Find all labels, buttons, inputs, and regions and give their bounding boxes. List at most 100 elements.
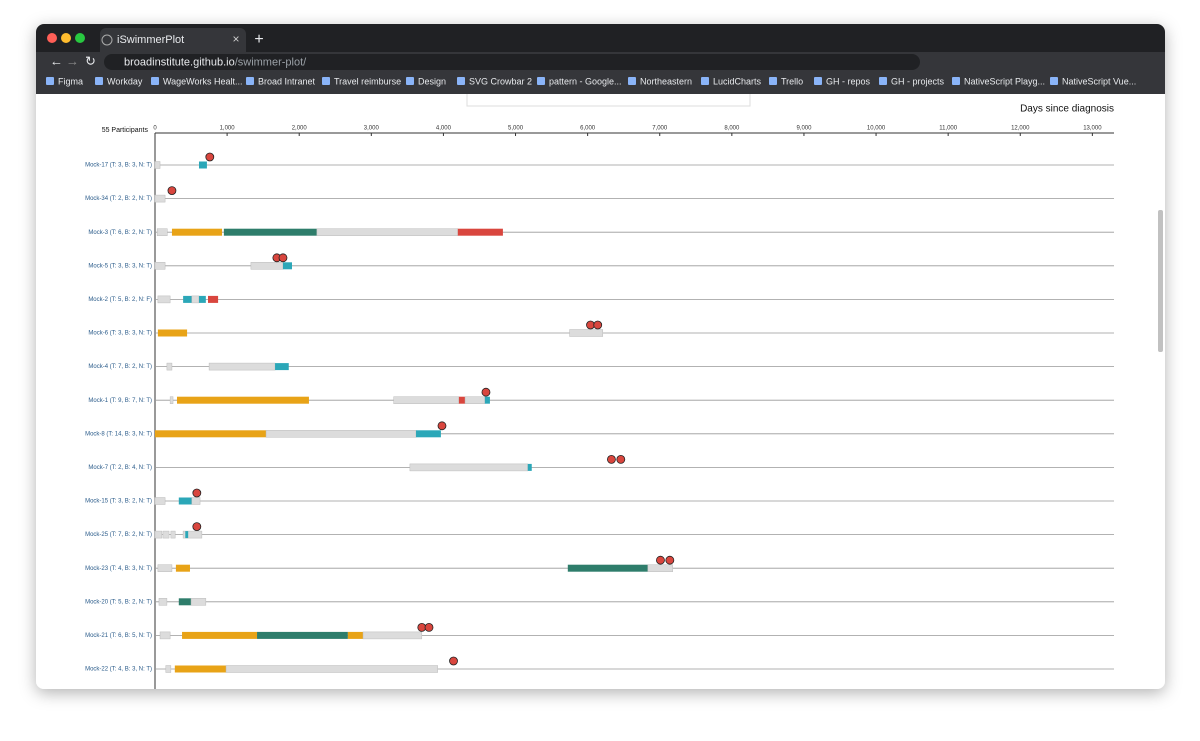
row-label[interactable]: Mock-2 (T: 5, B: 2, N: F) bbox=[88, 297, 152, 303]
treatment-segment bbox=[191, 497, 201, 505]
treatment-segment bbox=[162, 530, 170, 539]
treatment-segment bbox=[183, 295, 192, 303]
event-marker bbox=[665, 555, 675, 565]
x-tick-label: 9,000 bbox=[796, 126, 812, 132]
row-label[interactable]: Mock-4 (T: 7, B: 2, N: T) bbox=[88, 364, 152, 370]
treatment-segment bbox=[257, 631, 348, 639]
treatment-segment bbox=[182, 530, 203, 539]
row-label[interactable]: Mock-6 (T: 3, B: 3, N: T) bbox=[88, 331, 152, 337]
bookmark-icon bbox=[814, 77, 822, 85]
row-label[interactable]: Mock-23 (T: 4, B: 3, N: T) bbox=[85, 566, 152, 572]
x-tick-label: 10,000 bbox=[867, 126, 886, 132]
treatment-segment bbox=[157, 564, 173, 572]
bookmark-icon bbox=[628, 77, 636, 85]
reload-button[interactable]: ↻ bbox=[85, 53, 96, 68]
tab[interactable] bbox=[100, 28, 246, 52]
x-tick-label: 3,000 bbox=[364, 126, 380, 132]
row-label[interactable]: Mock-25 (T: 7, B: 2, N: T) bbox=[85, 532, 152, 538]
event-marker bbox=[586, 320, 595, 330]
x-tick-label: 13,000 bbox=[1083, 126, 1102, 132]
bookmark[interactable]: Workday bbox=[107, 76, 143, 86]
bookmark-icon bbox=[701, 77, 709, 85]
x-tick-label: 2,000 bbox=[292, 126, 308, 132]
row-label[interactable]: Mock-21 (T: 6, B: 5, N: T) bbox=[85, 633, 152, 639]
bookmark[interactable]: Broad Intranet bbox=[258, 76, 316, 86]
bookmark-icon bbox=[95, 77, 103, 85]
bookmark[interactable]: NativeScript Vue... bbox=[1062, 76, 1136, 86]
window bbox=[36, 24, 1165, 689]
bookmark[interactable]: LucidCharts bbox=[713, 76, 762, 86]
treatment-segment bbox=[156, 228, 168, 236]
address-bar[interactable] bbox=[104, 54, 920, 70]
treatment-segment bbox=[362, 631, 423, 640]
bookmark[interactable]: Northeastern bbox=[640, 76, 692, 86]
event-marker bbox=[278, 253, 288, 263]
row-label[interactable]: Mock-7 (T: 2, B: 4, N: T) bbox=[88, 465, 152, 471]
bookmark[interactable]: GH - projects bbox=[891, 76, 945, 86]
row-label[interactable]: Mock-3 (T: 6, B: 2, N: T) bbox=[88, 230, 152, 236]
bookmark[interactable]: NativeScript Playg... bbox=[964, 76, 1045, 86]
treatment-segment bbox=[208, 362, 276, 371]
bookmark-icon bbox=[457, 77, 465, 85]
bookmark-icon bbox=[952, 77, 960, 85]
row-label[interactable]: Mock-5 (T: 3, B: 3, N: T) bbox=[88, 263, 152, 269]
back-button[interactable]: ← bbox=[50, 53, 63, 68]
row-label[interactable]: Mock-20 (T: 5, B: 2, N: T) bbox=[85, 599, 152, 605]
treatment-segment bbox=[170, 530, 176, 539]
event-marker bbox=[616, 454, 626, 464]
treatment-segment bbox=[225, 665, 438, 673]
treatment-segment bbox=[154, 530, 163, 539]
treatment-segment bbox=[198, 295, 206, 303]
row-label[interactable]: Mock-15 (T: 3, B: 2, N: T) bbox=[85, 499, 152, 505]
treatment-segment bbox=[250, 262, 284, 270]
bookmark[interactable]: Trello bbox=[781, 76, 803, 86]
event-marker bbox=[656, 555, 665, 565]
new-tab[interactable]: + bbox=[254, 31, 263, 48]
bookmark[interactable]: Design bbox=[418, 76, 446, 86]
url[interactable]: broadinstitute.github.io/swimmer-plot/ bbox=[124, 56, 307, 68]
x-axis-title: Days since diagnosis bbox=[1020, 104, 1114, 115]
treatment-segment bbox=[154, 161, 161, 169]
bookmark[interactable]: GH - repos bbox=[826, 76, 871, 86]
treatment-segment bbox=[191, 295, 200, 304]
bookmark[interactable]: WageWorks Healt... bbox=[163, 76, 243, 86]
forward-button[interactable]: → bbox=[66, 53, 79, 68]
treatment-segment bbox=[393, 396, 460, 404]
zoom-button[interactable] bbox=[75, 33, 85, 43]
bookmark-icon bbox=[1050, 77, 1058, 85]
scrollbar[interactable] bbox=[1158, 210, 1163, 352]
treatment-segment bbox=[265, 430, 417, 438]
bookmark[interactable]: pattern - Google... bbox=[549, 76, 622, 86]
treatment-segment bbox=[647, 564, 673, 572]
tab-close[interactable]: × bbox=[232, 32, 239, 46]
bookmark[interactable]: SVG Crowbar 2 bbox=[469, 76, 532, 86]
event-marker bbox=[167, 186, 177, 196]
event-marker bbox=[424, 623, 434, 632]
treatment-segment bbox=[158, 598, 168, 606]
treatment-segment bbox=[275, 363, 289, 371]
bookmark-icon bbox=[151, 77, 159, 85]
event-marker bbox=[593, 320, 603, 330]
treatment-segment bbox=[316, 228, 459, 236]
treatment-segment bbox=[157, 295, 171, 304]
url-host: broadinstitute.github.io bbox=[124, 56, 235, 68]
treatment-segment bbox=[464, 396, 486, 404]
row-label[interactable]: Mock-17 (T: 3, B: 3, N: T) bbox=[85, 163, 152, 169]
minimize-button[interactable] bbox=[61, 33, 71, 43]
treatment-segment bbox=[347, 631, 364, 639]
close-button[interactable] bbox=[47, 33, 57, 43]
row-label[interactable]: Mock-34 (T: 2, B: 2, N: T) bbox=[85, 196, 152, 202]
treatment-segment bbox=[154, 194, 166, 203]
bookmark[interactable]: Figma bbox=[58, 76, 83, 86]
row-label[interactable]: Mock-22 (T: 4, B: 3, N: T) bbox=[85, 667, 152, 673]
treatment-segment bbox=[569, 329, 604, 337]
bookmark[interactable]: Travel reimburse bbox=[334, 76, 401, 86]
bookmark-icon bbox=[322, 77, 330, 85]
bookmarks-bar: Figma Workday WageWorks Healt... Broad Intr… bbox=[46, 76, 1136, 86]
treatment-segment bbox=[567, 564, 648, 572]
row-label[interactable]: Mock-8 (T: 14, B: 3, N: T) bbox=[85, 431, 152, 437]
treatment-segment bbox=[178, 598, 192, 606]
row-label[interactable]: Mock-1 (T: 9, B: 7, N: T) bbox=[88, 398, 152, 404]
tab-title[interactable]: iSwimmerPlot bbox=[117, 34, 184, 46]
event-marker bbox=[449, 656, 458, 666]
